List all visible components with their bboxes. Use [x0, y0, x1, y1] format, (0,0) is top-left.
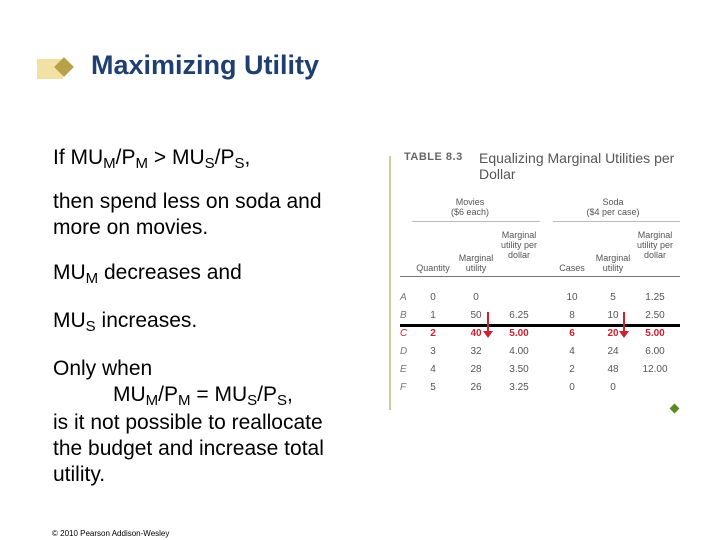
soda-price: ($4 per case): [586, 207, 640, 217]
movies-price: ($6 each): [450, 207, 490, 217]
p1-sub-m: M: [103, 155, 116, 172]
table-cell: 3.25: [509, 382, 529, 393]
highlight-row-bar: [400, 324, 680, 327]
p5-ps: /P: [257, 383, 277, 406]
table-cell: 4: [569, 346, 575, 357]
p5-comma: ,: [286, 383, 293, 406]
table-cell: 26: [470, 382, 482, 393]
table-cell: 10: [566, 292, 578, 303]
table-cell: 48: [607, 364, 619, 375]
table-cell: 12.00: [642, 364, 668, 375]
table-cell: 32: [470, 346, 482, 357]
p4-text: increases.: [95, 309, 198, 332]
table-divider-line: [389, 156, 391, 410]
table-cell: 24: [607, 346, 619, 357]
corner-diamond-icon: [669, 403, 680, 414]
row-label: B: [400, 310, 407, 321]
table-cell: 6: [569, 328, 575, 339]
table-cell: 1: [430, 310, 436, 321]
soda-label: Soda: [602, 197, 624, 207]
p5-rest: is it not possible to reallocate the bud…: [53, 411, 324, 486]
table-cell: 3.50: [509, 364, 529, 375]
table-cell: 6.25: [509, 310, 529, 321]
column-header: Quantity: [416, 263, 450, 273]
table-cell: 5.00: [509, 328, 529, 339]
table-cell: 3: [430, 346, 436, 357]
p5-pm: /P: [158, 383, 179, 406]
slide-title: Maximizing Utility: [91, 50, 320, 80]
p1-sub-s: S: [204, 155, 215, 172]
p1-pm: /P: [115, 146, 136, 169]
paragraph-4: MUS increases.: [53, 308, 197, 336]
p5-equation: MUM/PM = MUS/PS,: [53, 382, 343, 410]
p4-sub: S: [85, 318, 96, 335]
p1-comma: ,: [244, 146, 251, 169]
p5-sub-s: S: [247, 392, 258, 409]
table-cell: 0: [430, 292, 436, 303]
column-header: Marginal utility per dollar: [500, 230, 537, 260]
p5-line1: Only when: [53, 357, 153, 380]
column-header: Marginal utility per dollar: [636, 230, 673, 260]
p3-text: decreases and: [98, 261, 242, 284]
column-header: Marginal utility: [458, 253, 494, 273]
p4-mu: MU: [53, 309, 86, 332]
table-cell: 5: [610, 292, 616, 303]
table-cell: 2: [569, 364, 575, 375]
p3-sub: M: [85, 270, 99, 287]
p1-ps: /P: [214, 146, 235, 169]
table-cell: 1.25: [645, 292, 665, 303]
table-cell: 50: [470, 310, 482, 321]
table-cell: 10: [607, 310, 619, 321]
p5-mus: = MU: [190, 383, 248, 406]
p1-sub-s2: S: [234, 155, 245, 172]
copyright-footer: © 2010 Pearson Addison-Wesley: [52, 529, 170, 538]
movies-label: Movies: [455, 197, 485, 207]
table-cell: 8: [569, 310, 575, 321]
table-cell: 2: [430, 328, 436, 339]
table-cell: 5.00: [645, 328, 665, 339]
p5-sub-s2: S: [276, 392, 287, 409]
table-cell: 4: [430, 364, 436, 375]
row-label: F: [400, 382, 407, 393]
table-label: TABLE 8.3: [404, 151, 463, 163]
column-header: Marginal utility: [595, 253, 631, 273]
row-label: E: [400, 364, 407, 375]
movies-group-rule: [412, 221, 540, 222]
paragraph-2: then spend less on soda and more on movi…: [53, 190, 322, 239]
p1-mu: If MU: [53, 146, 104, 169]
movies-arrow-icon: [483, 312, 493, 338]
table-cell: 2.50: [645, 310, 665, 321]
row-label: D: [400, 346, 408, 357]
table-cell: 6.00: [645, 346, 665, 357]
table-cell: 0: [473, 292, 479, 303]
table-cell: 20: [607, 328, 619, 339]
paragraph-5: Only when MUM/PM = MUS/PS, is it not pos…: [53, 356, 343, 488]
table-cell: 5: [430, 382, 436, 393]
table-cell: 0: [610, 382, 616, 393]
table-cell: 4.00: [509, 346, 529, 357]
soda-group-header: Soda ($4 per case): [573, 197, 653, 217]
paragraph-1: If MUM/PM > MUS/PS,: [53, 145, 250, 173]
table-cell: 40: [470, 328, 482, 339]
row-label: C: [400, 328, 408, 339]
table-cell: 28: [470, 364, 482, 375]
p1-sub-m2: M: [135, 155, 149, 172]
table-title: Equalizing Marginal Utilities per Dollar: [479, 150, 675, 182]
row-label: A: [400, 292, 407, 303]
column-header: Cases: [559, 263, 585, 273]
p5-sub-m: M: [145, 392, 159, 409]
p3-mu: MU: [53, 261, 86, 284]
soda-group-rule: [553, 221, 680, 222]
p5-mu: MU: [113, 383, 146, 406]
movies-group-header: Movies ($6 each): [430, 197, 510, 217]
p1-mus: > MU: [148, 146, 205, 169]
p5-sub-m2: M: [178, 392, 191, 409]
paragraph-3: MUM decreases and: [53, 260, 242, 288]
soda-arrow-icon: [619, 312, 629, 338]
header-rule: [400, 276, 680, 277]
table-cell: 0: [569, 382, 575, 393]
